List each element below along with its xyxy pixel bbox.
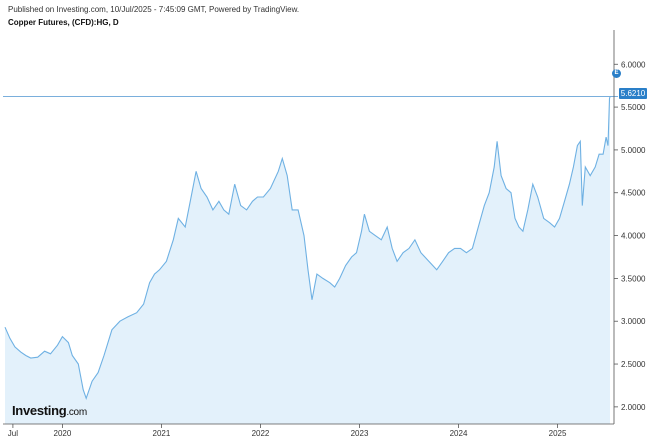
y-tick-label: 3.5000 xyxy=(621,274,646,283)
last-price-tag: 5.6210 xyxy=(619,88,647,99)
y-tick-label: 6.0000 xyxy=(621,60,646,69)
y-tick-label: 5.0000 xyxy=(621,146,646,155)
x-tick-label: 2025 xyxy=(549,429,567,438)
chart-subtitle: Copper Futures, (CFD):HG, D xyxy=(8,18,119,27)
x-tick-label: 2024 xyxy=(450,429,468,438)
event-marker-icon[interactable]: E xyxy=(612,69,621,78)
logo-suffix: .com xyxy=(66,407,87,418)
area-fill xyxy=(5,96,610,425)
x-axis-ticks: Jul 2020 2021 2022 2023 2024 2025 xyxy=(8,424,567,438)
x-tick-label: 2022 xyxy=(252,429,270,438)
y-tick-label: 3.0000 xyxy=(621,317,646,326)
x-tick-label: 2023 xyxy=(351,429,369,438)
x-tick-label: Jul xyxy=(8,429,18,438)
x-tick-label: 2021 xyxy=(153,429,171,438)
price-line xyxy=(4,96,611,400)
y-tick-label: 5.5000 xyxy=(621,103,646,112)
y-axis-ticks: 2.0000 2.5000 3.0000 3.5000 4.0000 4.5000 5.00… xyxy=(614,60,646,412)
y-tick-label: 4.5000 xyxy=(621,189,646,198)
investing-logo: Investing.com xyxy=(12,403,87,418)
y-tick-label: 2.0000 xyxy=(621,403,646,412)
y-tick-label: 2.5000 xyxy=(621,360,646,369)
published-note: Published on Investing.com, 10/Jul/2025 … xyxy=(8,5,300,14)
logo-main: Investing xyxy=(12,403,67,418)
x-tick-label: 2020 xyxy=(54,429,72,438)
y-tick-label: 4.0000 xyxy=(621,232,646,241)
